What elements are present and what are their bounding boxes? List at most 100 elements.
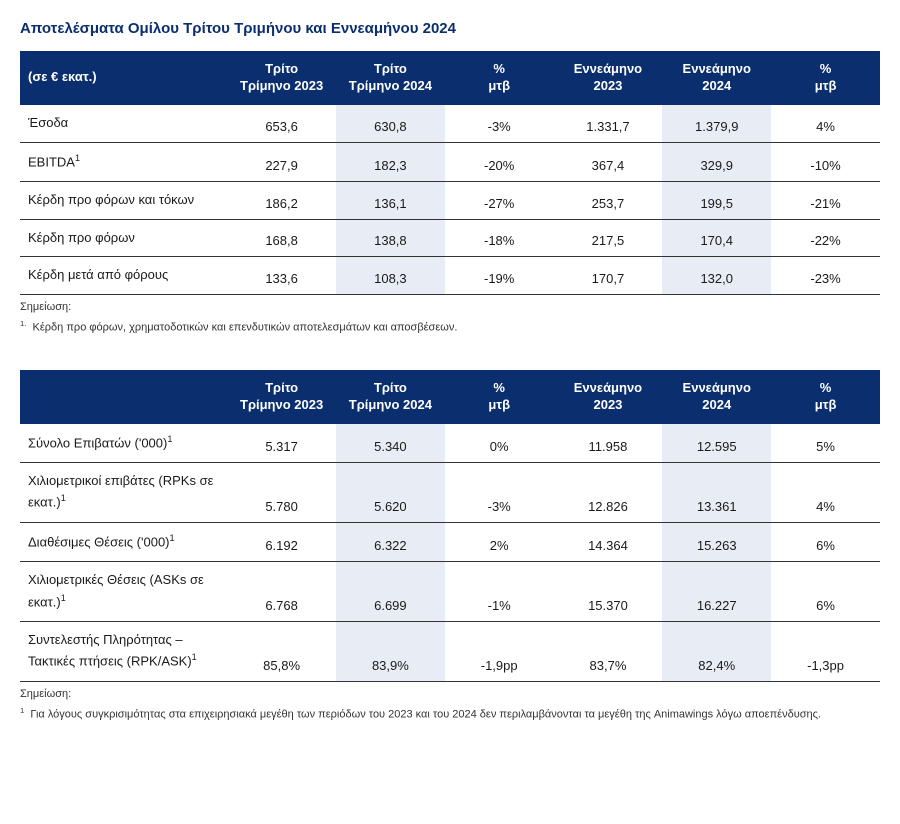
cell: 132,0 [662,257,771,295]
col-header: Εννεάμηνο2023 [554,51,663,105]
cell: 182,3 [336,142,445,181]
cell: -21% [771,181,880,219]
financials-table-head: (σε € εκατ.)ΤρίτοΤρίμηνο 2023ΤρίτοΤρίμην… [20,51,880,105]
cell: -18% [445,219,554,257]
financials-table-body: Έσοδα653,6630,8-3%1.331,71.379,94%EBITDA… [20,105,880,295]
cell: 16.227 [662,561,771,621]
footnote-text: Κέρδη προ φόρων, χρηματοδοτικών και επεν… [33,322,458,334]
col-header-label [20,370,227,424]
cell: 6.322 [336,522,445,561]
cell: 170,7 [554,257,663,295]
col-header: %μτβ [445,370,554,424]
financials-footnote: 1. Κέρδη προ φόρων, χρηματοδοτικών και ε… [20,319,880,334]
cell: 168,8 [227,219,336,257]
cell: 15.370 [554,561,663,621]
table-row: Κέρδη προ φόρων και τόκων186,2136,1-27%2… [20,181,880,219]
col-header: %μτβ [771,51,880,105]
cell: 199,5 [662,181,771,219]
col-header: %μτβ [771,370,880,424]
col-header: Εννεάμηνο2024 [662,370,771,424]
cell: 133,6 [227,257,336,295]
cell: 5.620 [336,462,445,522]
cell: 227,9 [227,142,336,181]
cell: 5.340 [336,424,445,463]
row-label: Έσοδα [20,105,227,142]
operational-table-body: Σύνολο Επιβατών ('000)15.3175.3400%11.95… [20,424,880,682]
cell: 217,5 [554,219,663,257]
cell: 4% [771,462,880,522]
cell: 6.699 [336,561,445,621]
cell: 82,4% [662,621,771,681]
col-header: ΤρίτοΤρίμηνο 2024 [336,370,445,424]
cell: 5% [771,424,880,463]
row-label: Χιλιομετρικές Θέσεις (ASKs σε εκατ.)1 [20,561,227,621]
operational-note-label: Σημείωση: [20,688,880,700]
table-row: Κέρδη μετά από φόρους133,6108,3-19%170,7… [20,257,880,295]
cell: 12.826 [554,462,663,522]
col-header: Εννεάμηνο2023 [554,370,663,424]
col-header: ΤρίτοΤρίμηνο 2024 [336,51,445,105]
cell: 83,9% [336,621,445,681]
cell: 5.780 [227,462,336,522]
cell: 15.263 [662,522,771,561]
cell: 329,9 [662,142,771,181]
row-label: Κέρδη μετά από φόρους [20,257,227,295]
table-row: Χιλιομετρικοί επιβάτες (RPKs σε εκατ.)15… [20,462,880,522]
operational-table-head: ΤρίτοΤρίμηνο 2023ΤρίτοΤρίμηνο 2024%μτβΕν… [20,370,880,424]
row-label: Κέρδη προ φόρων [20,219,227,257]
cell: -23% [771,257,880,295]
cell: 6% [771,561,880,621]
cell: -22% [771,219,880,257]
table-row: Διαθέσιμες Θέσεις ('000)16.1926.3222%14.… [20,522,880,561]
financials-table: (σε € εκατ.)ΤρίτοΤρίμηνο 2023ΤρίτοΤρίμην… [20,51,880,295]
cell: 630,8 [336,105,445,142]
cell: 4% [771,105,880,142]
cell: 108,3 [336,257,445,295]
row-label: EBITDA1 [20,142,227,181]
cell: 367,4 [554,142,663,181]
table-row: Χιλιομετρικές Θέσεις (ASKs σε εκατ.)16.7… [20,561,880,621]
cell: 253,7 [554,181,663,219]
cell: 138,8 [336,219,445,257]
cell: 13.361 [662,462,771,522]
cell: 12.595 [662,424,771,463]
table-row: Κέρδη προ φόρων168,8138,8-18%217,5170,4-… [20,219,880,257]
cell: 85,8% [227,621,336,681]
footnote-number: 1 [20,706,24,715]
cell: 11.958 [554,424,663,463]
cell: 6.192 [227,522,336,561]
cell: 6.768 [227,561,336,621]
col-header: Εννεάμηνο2024 [662,51,771,105]
row-label: Συντελεστής Πληρότητας – Τακτικές πτήσει… [20,621,227,681]
footnote-text: Για λόγους συγκρισιμότητας στα επιχειρησ… [30,708,821,720]
cell: -3% [445,105,554,142]
row-label: Διαθέσιμες Θέσεις ('000)1 [20,522,227,561]
cell: 653,6 [227,105,336,142]
cell: -10% [771,142,880,181]
row-label: Κέρδη προ φόρων και τόκων [20,181,227,219]
row-label: Χιλιομετρικοί επιβάτες (RPKs σε εκατ.)1 [20,462,227,522]
footnote-number: 1. [20,319,26,328]
cell: 0% [445,424,554,463]
cell: 2% [445,522,554,561]
cell: -20% [445,142,554,181]
operational-footnote: 1 Για λόγους συγκρισιμότητας στα επιχειρ… [20,706,880,721]
cell: -1,3pp [771,621,880,681]
cell: -3% [445,462,554,522]
cell: 170,4 [662,219,771,257]
table-row: Σύνολο Επιβατών ('000)15.3175.3400%11.95… [20,424,880,463]
cell: -19% [445,257,554,295]
cell: -1,9pp [445,621,554,681]
financials-note-label: Σημείωση: [20,301,880,313]
cell: 1.331,7 [554,105,663,142]
cell: 5.317 [227,424,336,463]
col-header: ΤρίτοΤρίμηνο 2023 [227,51,336,105]
cell: 136,1 [336,181,445,219]
cell: 186,2 [227,181,336,219]
cell: 1.379,9 [662,105,771,142]
table-row: Συντελεστής Πληρότητας – Τακτικές πτήσει… [20,621,880,681]
table-row: EBITDA1227,9182,3-20%367,4329,9-10% [20,142,880,181]
cell: -27% [445,181,554,219]
cell: 6% [771,522,880,561]
cell: 83,7% [554,621,663,681]
